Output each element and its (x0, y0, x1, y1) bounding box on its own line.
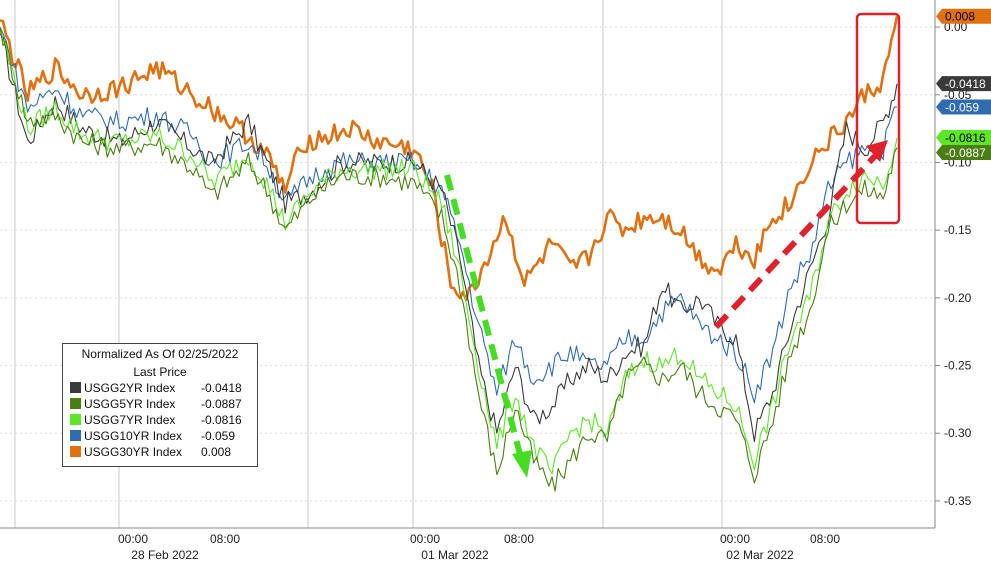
legend-series-value: -0.0887 (201, 397, 242, 411)
badge-value: -0.0418 (945, 77, 986, 91)
badge-value: -0.0816 (945, 131, 986, 145)
series-line-usgg7yr-index (0, 26, 898, 475)
series-layer (0, 15, 899, 492)
time-label-3: 08:00 (504, 532, 534, 546)
red-up-arrowhead (866, 140, 888, 162)
legend-series-name: USGG2YR Index (84, 381, 176, 395)
legend-series-name: USGG5YR Index (84, 397, 176, 411)
green-down-arrowhead (512, 450, 532, 478)
legend-item: USGG2YR Index -0.0418 (63, 380, 257, 396)
green-down-arrow (444, 174, 525, 463)
legend-swatch (70, 414, 81, 425)
legend-item: USGG10YR Index -0.059 (63, 428, 257, 444)
y-tick-label: -0.15 (944, 223, 972, 237)
series-line-usgg2yr-index (0, 33, 898, 443)
annotation-layer (444, 12, 901, 478)
y-tick-label: -0.25 (944, 359, 972, 373)
legend-series-value: -0.059 (201, 429, 236, 443)
legend-item: USGG7YR Index -0.0816 (63, 412, 257, 428)
time-label-2: 00:00 (410, 532, 440, 546)
last-price-badge: -0.059 (936, 99, 991, 115)
legend-title: Normalized As Of 02/25/2022 (81, 347, 239, 361)
red-up-arrow (713, 153, 878, 330)
legend-item: USGG30YR Index 0.008 (63, 444, 257, 460)
last-price-badge: -0.0418 (936, 76, 991, 92)
series-line-usgg30yr-index (0, 15, 899, 302)
y-tick-label: -0.05 (944, 88, 972, 102)
legend-series-value: 0.008 (201, 445, 232, 459)
series-line-usgg5yr-index (0, 27, 898, 492)
last-price-badge: 0.008 (936, 8, 991, 24)
badge-value: 0.008 (945, 10, 975, 24)
legend-series-name: USGG30YR Index (84, 445, 183, 459)
legend-item: USGG5YR Index -0.0887 (63, 396, 257, 412)
highlight-box (855, 12, 901, 225)
time-label-4: 00:00 (720, 532, 750, 546)
legend: Normalized As Of 02/25/2022 Last Price U… (62, 343, 258, 467)
legend-swatch (70, 446, 81, 457)
badge-value: -0.0887 (945, 146, 986, 160)
y-tick-label: -0.20 (944, 291, 972, 305)
date-label-1: 01 Mar 2022 (421, 548, 489, 562)
last-price-badge: -0.0816 (936, 130, 991, 146)
legend-swatch (70, 398, 81, 409)
time-label-1: 08:00 (210, 532, 240, 546)
date-label-2: 02 Mar 2022 (726, 548, 794, 562)
legend-series-value: -0.0418 (201, 381, 242, 395)
time-label-5: 08:00 (810, 532, 840, 546)
last-price-badges: 0.008 -0.0418 -0.059 -0.0816-0.0887 (936, 8, 991, 161)
legend-series-name: USGG7YR Index (84, 413, 176, 427)
date-label-0: 28 Feb 2022 (131, 548, 199, 562)
legend-swatch (70, 430, 81, 441)
y-tick-label: -0.30 (944, 426, 972, 440)
y-tick-label: -0.35 (944, 494, 972, 508)
legend-series-name: USGG10YR Index (84, 429, 183, 443)
time-label-0: 00:00 (118, 532, 148, 546)
badge-value: -0.059 (945, 100, 979, 114)
x-axis: 00:00 08:00 00:00 08:00 00:00 08:00 28 F… (0, 527, 935, 562)
last-price-badge: -0.0887 (936, 145, 991, 161)
legend-swatch (70, 382, 81, 393)
legend-subtitle: Last Price (133, 365, 187, 379)
legend-series-value: -0.0816 (201, 413, 242, 427)
